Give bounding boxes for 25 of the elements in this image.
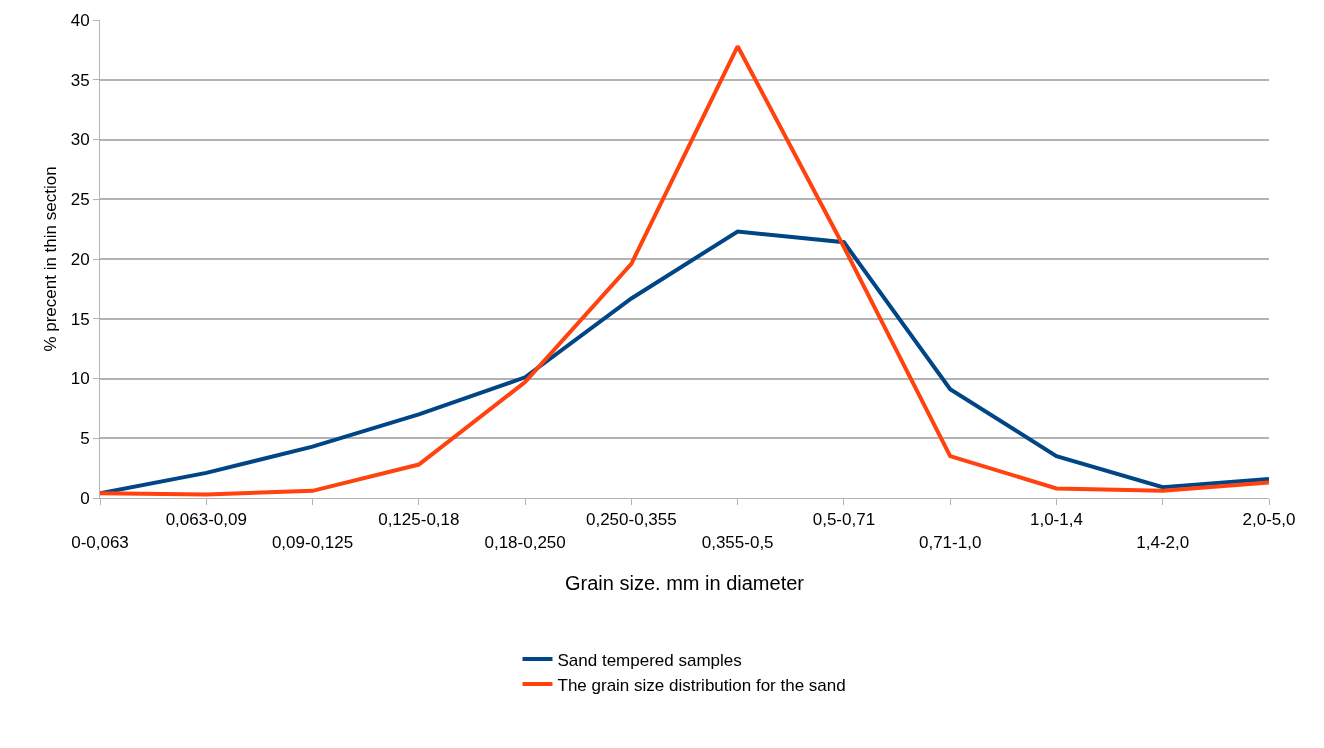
x-tick-label: 2,0-5,0 xyxy=(1242,510,1296,530)
x-tick-label: 0,125-0,18 xyxy=(378,510,460,530)
x-tick-label: 0,5-0,71 xyxy=(812,510,876,530)
y-tick-label: 15 xyxy=(70,309,90,329)
y-tick-label: 40 xyxy=(70,10,90,30)
x-tick-label: 0,09-0,125 xyxy=(271,532,354,552)
x-tick-label: 0,063-0,09 xyxy=(165,510,247,530)
y-tick-label: 25 xyxy=(70,190,90,210)
legend-label: The grain size distribution for the sand xyxy=(557,675,846,695)
x-tick-label: 0,71-1,0 xyxy=(918,532,982,552)
x-tick-label: 0,18-0,250 xyxy=(484,532,566,552)
legend-label: Sand tempered samples xyxy=(557,650,742,670)
x-tick-label: 1,4-2,0 xyxy=(1136,532,1190,552)
y-tick-label: 30 xyxy=(70,130,90,150)
x-tick-label: 0-0,063 xyxy=(71,532,129,552)
x-axis-title: Grain size. mm in diameter xyxy=(565,572,805,594)
x-tick-label: 0,355-0,5 xyxy=(701,532,774,552)
y-tick-label: 10 xyxy=(70,369,90,389)
x-tick-label: 0,250-0,355 xyxy=(585,510,677,530)
y-tick-label: 0 xyxy=(80,488,90,508)
x-tick-label: 1,0-1,4 xyxy=(1029,510,1083,530)
y-axis-title: % precent in thin section xyxy=(41,166,60,352)
y-tick-label: 5 xyxy=(80,429,90,449)
y-tick-label: 35 xyxy=(70,70,90,90)
y-tick-label: 20 xyxy=(70,249,90,269)
